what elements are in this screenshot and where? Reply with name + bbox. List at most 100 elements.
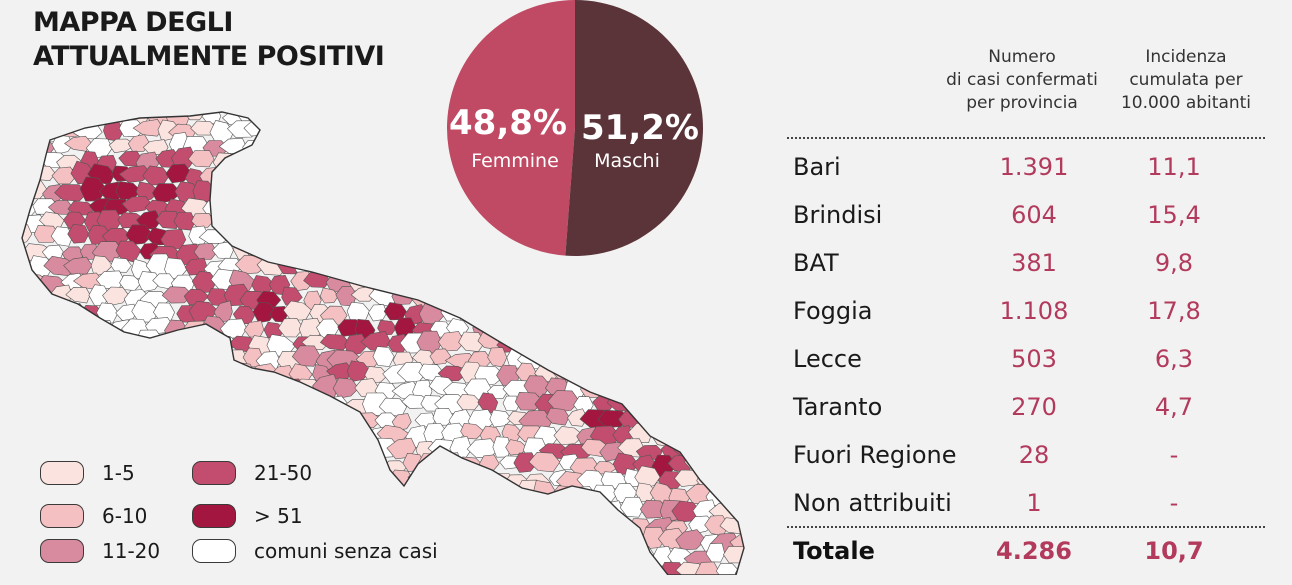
municipality-area	[727, 94, 750, 111]
municipality-area	[201, 350, 225, 367]
municipality-area	[573, 305, 594, 324]
municipality-area	[22, 395, 23, 415]
municipality-area	[330, 243, 352, 264]
municipality-area	[711, 166, 741, 188]
municipality-area	[163, 558, 191, 575]
municipality-area	[180, 441, 211, 462]
municipality-area	[59, 364, 85, 386]
municipality-area	[64, 333, 86, 351]
municipality-area	[315, 471, 343, 492]
municipality-area	[516, 304, 546, 324]
municipality-area	[613, 549, 636, 566]
row-cases: 381	[1011, 249, 1057, 277]
municipality-area	[107, 412, 128, 432]
municipality-area	[153, 365, 183, 387]
municipality-area	[521, 502, 550, 522]
municipality-area	[315, 226, 343, 247]
municipality-area	[449, 500, 477, 518]
row-province: Fuori Regione	[793, 441, 957, 469]
municipality-area	[675, 382, 704, 396]
municipality-area	[696, 434, 721, 460]
municipality-area	[153, 112, 178, 114]
municipality-area	[22, 559, 38, 575]
municipality-area	[494, 544, 521, 565]
municipality-area	[22, 346, 38, 366]
municipality-area	[476, 303, 501, 325]
municipality-area	[246, 179, 276, 198]
header-line: cumulata per	[1129, 70, 1243, 90]
municipality-area	[732, 411, 744, 428]
row-incidence: 11,1	[1147, 153, 1201, 181]
row-cases: 1	[1026, 489, 1042, 517]
municipality-area	[730, 196, 744, 214]
municipality-area	[726, 393, 744, 415]
municipality-area	[596, 346, 630, 363]
municipality-area	[298, 444, 322, 460]
municipality-area	[380, 239, 408, 259]
municipality-area	[130, 422, 161, 443]
municipality-area	[723, 304, 744, 322]
municipality-area	[705, 213, 733, 234]
municipality-area	[680, 302, 715, 322]
municipality-area	[407, 498, 436, 522]
municipality-area	[477, 514, 501, 534]
municipality-area	[50, 226, 74, 247]
municipality-area	[461, 543, 483, 565]
municipality-area	[716, 228, 738, 251]
municipality-area	[204, 562, 232, 575]
municipality-area	[360, 514, 393, 539]
municipality-area	[589, 546, 620, 567]
municipality-area	[625, 365, 654, 383]
municipality-area	[22, 363, 46, 383]
municipality-area	[47, 320, 70, 339]
municipality-area	[719, 149, 744, 166]
municipality-area	[22, 182, 32, 202]
municipality-area	[68, 349, 96, 367]
municipality-area	[218, 436, 250, 459]
municipality-area	[360, 239, 387, 262]
municipality-area	[321, 207, 352, 232]
municipality-area	[294, 561, 322, 575]
row-cases: 28	[1018, 441, 1050, 469]
municipality-area	[311, 257, 346, 274]
municipality-area	[43, 425, 67, 442]
legend-item-no-cases: comuni senza casi	[192, 539, 438, 563]
municipality-area	[319, 287, 339, 304]
municipality-area	[733, 259, 744, 278]
municipality-area	[173, 427, 196, 446]
municipality-area	[500, 286, 532, 308]
municipality-area	[378, 486, 411, 505]
row-incidence: 15,4	[1147, 201, 1201, 229]
municipality-area	[579, 557, 603, 575]
municipality-area	[685, 363, 713, 385]
municipality-area	[138, 94, 162, 108]
municipality-area	[652, 335, 673, 354]
municipality-area	[3, 92, 26, 110]
municipality-area	[301, 123, 334, 142]
municipality-area	[624, 347, 646, 368]
row-incidence: 6,3	[1154, 345, 1194, 373]
municipality-area	[640, 385, 663, 399]
municipality-area	[128, 383, 149, 400]
municipality-area	[185, 383, 209, 400]
municipality-area	[327, 120, 347, 143]
municipality-area	[63, 90, 86, 108]
municipality-area	[212, 212, 238, 231]
municipality-area	[115, 427, 139, 448]
municipality-area	[29, 563, 55, 575]
municipality-area	[448, 530, 480, 553]
municipality-area	[107, 350, 133, 372]
municipality-area	[362, 185, 392, 201]
municipality-area	[137, 271, 162, 292]
municipality-area	[22, 316, 37, 341]
municipality-area	[22, 154, 25, 168]
municipality-area	[567, 486, 596, 504]
municipality-area	[547, 335, 579, 356]
municipality-area	[22, 469, 42, 491]
municipality-area	[675, 529, 707, 551]
municipality-area	[71, 409, 98, 428]
municipality-area	[181, 413, 211, 428]
municipality-area	[712, 255, 741, 274]
municipality-area	[520, 531, 548, 550]
municipality-area	[254, 229, 283, 247]
